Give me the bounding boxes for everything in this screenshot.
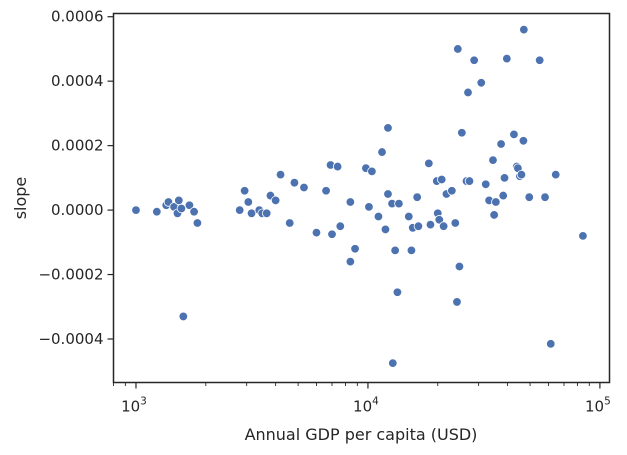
data-point [496, 139, 506, 149]
data-point [499, 173, 510, 183]
data-point [404, 211, 414, 222]
data-point [454, 261, 465, 272]
data-point [345, 197, 356, 207]
data-point [383, 189, 393, 199]
data-point [488, 155, 498, 165]
y-tick-label: 0.0006 [51, 8, 104, 26]
data-point [476, 78, 486, 88]
data-point [332, 161, 343, 172]
data-point [239, 186, 250, 196]
data-point [285, 218, 295, 228]
y-tick-label: −0.0004 [38, 330, 103, 348]
data-point [450, 218, 460, 228]
data-point [516, 169, 527, 180]
data-point [390, 245, 400, 256]
data-point [243, 197, 254, 207]
data-point [383, 123, 393, 133]
data-point [192, 218, 203, 228]
data-point [131, 205, 141, 215]
data-point [457, 128, 467, 138]
data-point [518, 136, 529, 146]
data-point [184, 200, 195, 210]
y-tick-label: 0.0004 [51, 72, 104, 90]
data-point [546, 339, 556, 349]
data-point [540, 192, 550, 202]
data-point [380, 224, 391, 235]
x-tick-label: 105 [585, 396, 611, 416]
x-tick-label: 104 [353, 396, 379, 416]
data-point [463, 87, 473, 98]
data-point [534, 55, 545, 65]
data-point [392, 287, 403, 297]
data-point [350, 244, 360, 254]
data-point [394, 198, 404, 209]
data-point [373, 211, 384, 222]
data-point [425, 219, 436, 230]
data-point [311, 227, 322, 238]
y-axis-ticks: −0.0004 −0.0002 0.0000 0.0002 0.0004 0.0006 [38, 8, 114, 348]
data-point [189, 206, 199, 217]
data-point [176, 203, 187, 214]
data-points [131, 24, 588, 368]
data-point [469, 55, 479, 65]
data-point [234, 205, 245, 215]
x-axis-ticks: 103 104 105 [113, 382, 611, 416]
data-point [406, 245, 417, 256]
y-tick-label: 0.0002 [51, 137, 104, 155]
x-tick-label: 103 [121, 396, 147, 416]
data-point [434, 215, 444, 225]
data-point [174, 195, 184, 206]
data-point [261, 208, 272, 219]
y-axis-label: slope [11, 177, 30, 220]
data-point [364, 202, 374, 212]
data-point [489, 210, 499, 220]
data-point [270, 195, 281, 206]
data-point [412, 192, 422, 202]
data-point [377, 147, 387, 157]
data-point [413, 221, 424, 231]
data-point [519, 24, 529, 35]
data-point [464, 176, 475, 186]
data-point [299, 182, 309, 193]
data-point [524, 192, 534, 202]
data-point [491, 197, 501, 207]
data-point [498, 190, 508, 201]
x-axis-label: Annual GDP per capita (USD) [245, 425, 478, 444]
data-point [452, 297, 462, 307]
data-point [321, 186, 331, 196]
data-point [453, 44, 463, 54]
data-point [502, 53, 512, 64]
data-point [447, 186, 457, 196]
y-tick-label: 0.0000 [51, 201, 104, 219]
data-point [437, 174, 447, 185]
data-point [481, 179, 491, 190]
data-point [438, 221, 449, 231]
data-point [345, 256, 356, 267]
data-point [327, 229, 337, 239]
plot-area-frame [112, 12, 611, 384]
data-point [367, 166, 377, 177]
data-point [152, 206, 162, 217]
data-point [509, 129, 519, 140]
data-point [335, 221, 345, 231]
data-point [289, 177, 300, 188]
data-point [551, 169, 561, 180]
y-tick-label: −0.0002 [38, 266, 103, 284]
data-point [178, 311, 189, 322]
data-point [578, 231, 588, 241]
data-point [388, 358, 398, 368]
data-point [424, 158, 434, 169]
data-point [275, 169, 286, 180]
